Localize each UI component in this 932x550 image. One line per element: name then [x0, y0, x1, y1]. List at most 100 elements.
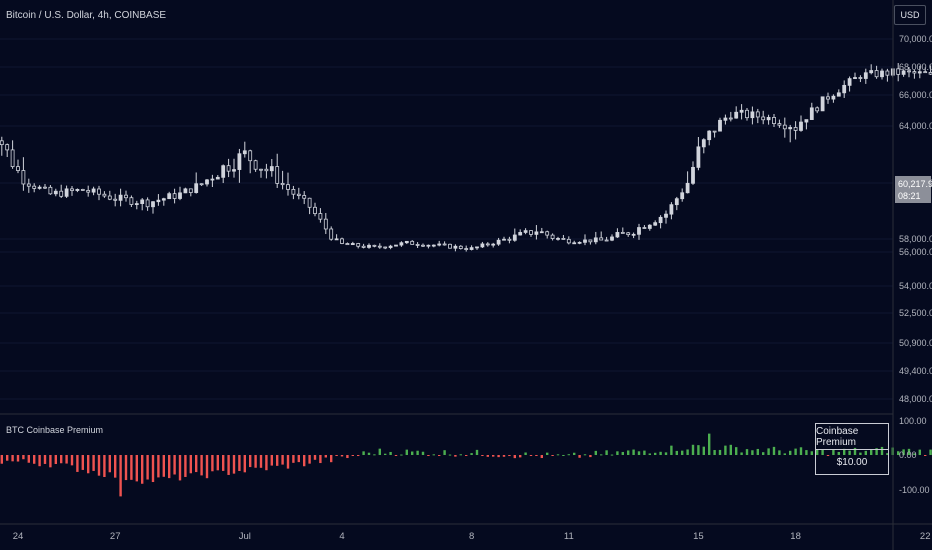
premium-bar: [389, 451, 392, 455]
premium-bar: [675, 450, 678, 455]
premium-bar: [751, 450, 754, 455]
candle-body: [453, 245, 458, 249]
candle-body: [178, 192, 182, 199]
premium-bar: [378, 448, 381, 455]
premium-bar: [49, 455, 52, 468]
candle-body: [286, 184, 290, 190]
candle-body: [826, 96, 830, 100]
premium-bar: [778, 450, 781, 455]
premium-bar: [529, 455, 533, 456]
premium-bar: [114, 455, 117, 478]
candle-body: [739, 109, 744, 113]
candle-body: [21, 170, 26, 185]
premium-bar: [924, 455, 927, 456]
candle-body: [642, 227, 647, 229]
candle-body: [421, 244, 425, 247]
premium-bar: [540, 455, 543, 459]
candle-body: [496, 239, 501, 245]
candle-body: [674, 198, 679, 206]
premium-bar: [627, 450, 630, 455]
premium-bar: [729, 444, 732, 455]
candle-body: [545, 231, 550, 236]
premium-bar: [357, 455, 360, 457]
premium-bar: [92, 455, 95, 471]
premium-bar: [119, 455, 122, 497]
candle-body: [334, 238, 339, 241]
premium-bar: [654, 452, 657, 455]
candle-body: [329, 228, 334, 240]
candle-body: [464, 248, 469, 250]
candle-body: [340, 238, 344, 244]
candle-body: [237, 153, 242, 170]
candle-body: [691, 166, 695, 184]
premium-bar: [60, 455, 63, 464]
candle-body: [572, 242, 577, 245]
premium-bar: [232, 455, 236, 474]
premium-bar: [708, 433, 711, 455]
candle-body: [912, 71, 917, 74]
currency-button[interactable]: USD: [894, 5, 926, 25]
premium-bar: [184, 455, 187, 477]
premium-bar: [767, 448, 770, 455]
candle-body: [16, 166, 20, 171]
candle-body: [426, 244, 431, 247]
candle-body: [26, 183, 31, 187]
premium-bar: [265, 455, 268, 471]
candle-body: [253, 160, 258, 170]
premium-bar: [411, 451, 414, 455]
candle-body: [367, 244, 371, 248]
candle-body: [777, 123, 782, 126]
time-tick-label: 24: [13, 531, 24, 542]
premium-bar: [859, 452, 862, 455]
candle-body: [399, 242, 404, 246]
premium-bar: [475, 449, 479, 455]
premium-bar: [454, 455, 457, 457]
premium-bar: [913, 453, 916, 455]
candle-body: [264, 168, 269, 172]
premium-bar: [843, 448, 846, 455]
time-tick-label: 27: [110, 531, 121, 542]
symbol-title[interactable]: Bitcoin / U.S. Dollar, 4h, COINBASE: [6, 10, 167, 21]
premium-bar: [821, 449, 824, 455]
candle-body: [259, 168, 263, 171]
premium-bar: [524, 452, 527, 455]
premium-bar: [702, 446, 705, 455]
premium-bar: [394, 455, 398, 456]
premium-bar: [292, 455, 295, 463]
premium-bar: [886, 453, 889, 455]
bar-countdown: 08:21: [898, 191, 921, 201]
premium-bar: [670, 445, 673, 455]
premium-bar: [216, 455, 219, 471]
candle-body: [53, 190, 58, 195]
premium-bar: [108, 455, 111, 473]
candle-body: [880, 70, 884, 78]
candle-body: [561, 238, 566, 240]
premium-bar: [303, 455, 306, 467]
premium-bar: [918, 449, 921, 455]
premium-bar: [648, 453, 651, 455]
premium-bar: [243, 455, 246, 473]
premium-bar: [178, 455, 182, 481]
premium-bar: [583, 454, 587, 456]
premium-bar: [38, 455, 41, 467]
candle-body: [836, 92, 841, 97]
premium-bar: [249, 455, 252, 468]
premium-bar: [870, 449, 873, 455]
premium-bar: [562, 454, 565, 456]
premium-bar: [756, 448, 759, 455]
candle-body: [631, 233, 636, 236]
premium-bar: [362, 451, 365, 455]
indicator-name[interactable]: BTC Coinbase Premium: [6, 425, 104, 435]
premium-bar: [875, 448, 878, 455]
candle-body: [788, 127, 793, 130]
candle-body: [507, 238, 512, 241]
candle-body: [70, 188, 74, 191]
premium-bar: [54, 455, 57, 465]
candle-body: [901, 70, 906, 75]
premium-bar: [745, 449, 749, 455]
candle-body: [232, 169, 236, 172]
premium-bar: [610, 454, 614, 456]
premium-bar: [907, 448, 911, 455]
time-tick-label: 11: [564, 531, 574, 542]
